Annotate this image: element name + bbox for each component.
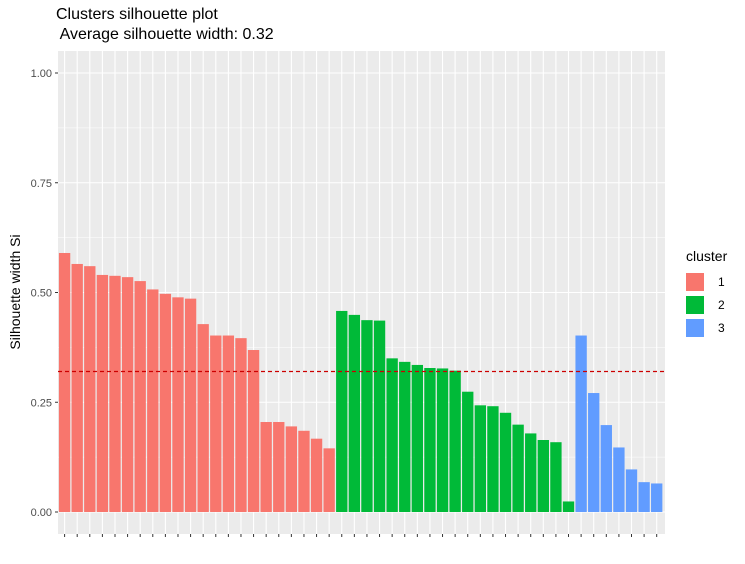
- bar-cluster-1: [172, 297, 184, 512]
- bar-cluster-1: [134, 281, 146, 512]
- bar-cluster-1: [159, 293, 172, 512]
- chart-subtitle: Average silhouette width: 0.32: [56, 26, 274, 43]
- legend-label-2: 2: [718, 297, 725, 312]
- bar-cluster-2: [474, 405, 486, 512]
- bar-cluster-1: [235, 338, 247, 512]
- bar-cluster-1: [184, 298, 197, 512]
- bar-cluster-2: [336, 310, 348, 512]
- bar-cluster-2: [462, 391, 474, 512]
- bar-cluster-2: [399, 361, 411, 512]
- y-axis-label: Silhouette width Si: [7, 234, 23, 349]
- y-tick-label: 0.50: [31, 288, 52, 300]
- bar-cluster-1: [273, 422, 285, 512]
- chart-title: Clusters silhouette plot: [56, 6, 218, 23]
- bars: [58, 252, 663, 513]
- bar-cluster-3: [588, 393, 600, 512]
- bar-cluster-1: [84, 266, 96, 512]
- y-tick-label: 1.00: [31, 68, 52, 80]
- bar-cluster-2: [487, 406, 499, 512]
- bar-cluster-2: [386, 358, 398, 512]
- bar-cluster-2: [525, 433, 537, 512]
- legend: cluster 1 2 3: [686, 248, 727, 339]
- bar-cluster-2: [537, 440, 549, 512]
- bar-cluster-3: [638, 482, 650, 512]
- bar-cluster-1: [298, 430, 310, 512]
- bar-cluster-1: [285, 426, 298, 512]
- bar-cluster-1: [71, 263, 83, 512]
- y-tick-label: 0.25: [31, 397, 52, 409]
- legend-title: cluster: [686, 248, 728, 264]
- bar-cluster-2: [512, 424, 524, 512]
- bar-cluster-2: [436, 368, 449, 512]
- bar-cluster-1: [247, 350, 260, 512]
- bar-cluster-1: [222, 335, 235, 512]
- bar-cluster-2: [550, 442, 562, 512]
- legend-swatch-2: [686, 295, 704, 314]
- bar-cluster-2: [348, 314, 361, 512]
- legend-item-cluster-3: 3: [686, 316, 727, 339]
- bar-cluster-2: [361, 320, 373, 512]
- bar-cluster-1: [310, 438, 323, 512]
- legend-label-3: 3: [718, 320, 725, 335]
- bar-cluster-2: [373, 320, 386, 512]
- bar-cluster-1: [260, 422, 272, 512]
- y-axis: 0.00 0.25 0.50 0.75 1.00: [31, 68, 58, 519]
- y-tick-label: 0.00: [31, 507, 52, 519]
- bar-cluster-3: [575, 335, 587, 512]
- bar-cluster-3: [613, 447, 625, 512]
- x-axis: [64, 534, 658, 537]
- bar-cluster-1: [96, 274, 109, 512]
- bar-cluster-1: [121, 277, 134, 512]
- bar-cluster-1: [58, 252, 71, 513]
- legend-swatch-3: [686, 318, 704, 337]
- bar-cluster-1: [197, 324, 209, 512]
- bar-cluster-3: [651, 483, 663, 512]
- bar-cluster-1: [323, 448, 335, 512]
- bar-cluster-3: [625, 469, 638, 512]
- bar-cluster-1: [210, 335, 222, 512]
- bar-cluster-1: [109, 275, 121, 512]
- bar-cluster-1: [147, 289, 159, 512]
- legend-swatch-1: [686, 272, 704, 291]
- legend-item-cluster-2: 2: [686, 293, 727, 316]
- legend-item-cluster-1: 1: [686, 270, 727, 293]
- bar-cluster-2: [499, 412, 512, 512]
- legend-label-1: 1: [718, 274, 725, 289]
- bar-cluster-2: [411, 364, 424, 512]
- bar-cluster-2: [424, 368, 436, 512]
- bar-cluster-2: [562, 501, 575, 512]
- bar-cluster-2: [449, 370, 461, 512]
- bar-cluster-3: [600, 425, 612, 512]
- y-tick-label: 0.75: [31, 178, 52, 190]
